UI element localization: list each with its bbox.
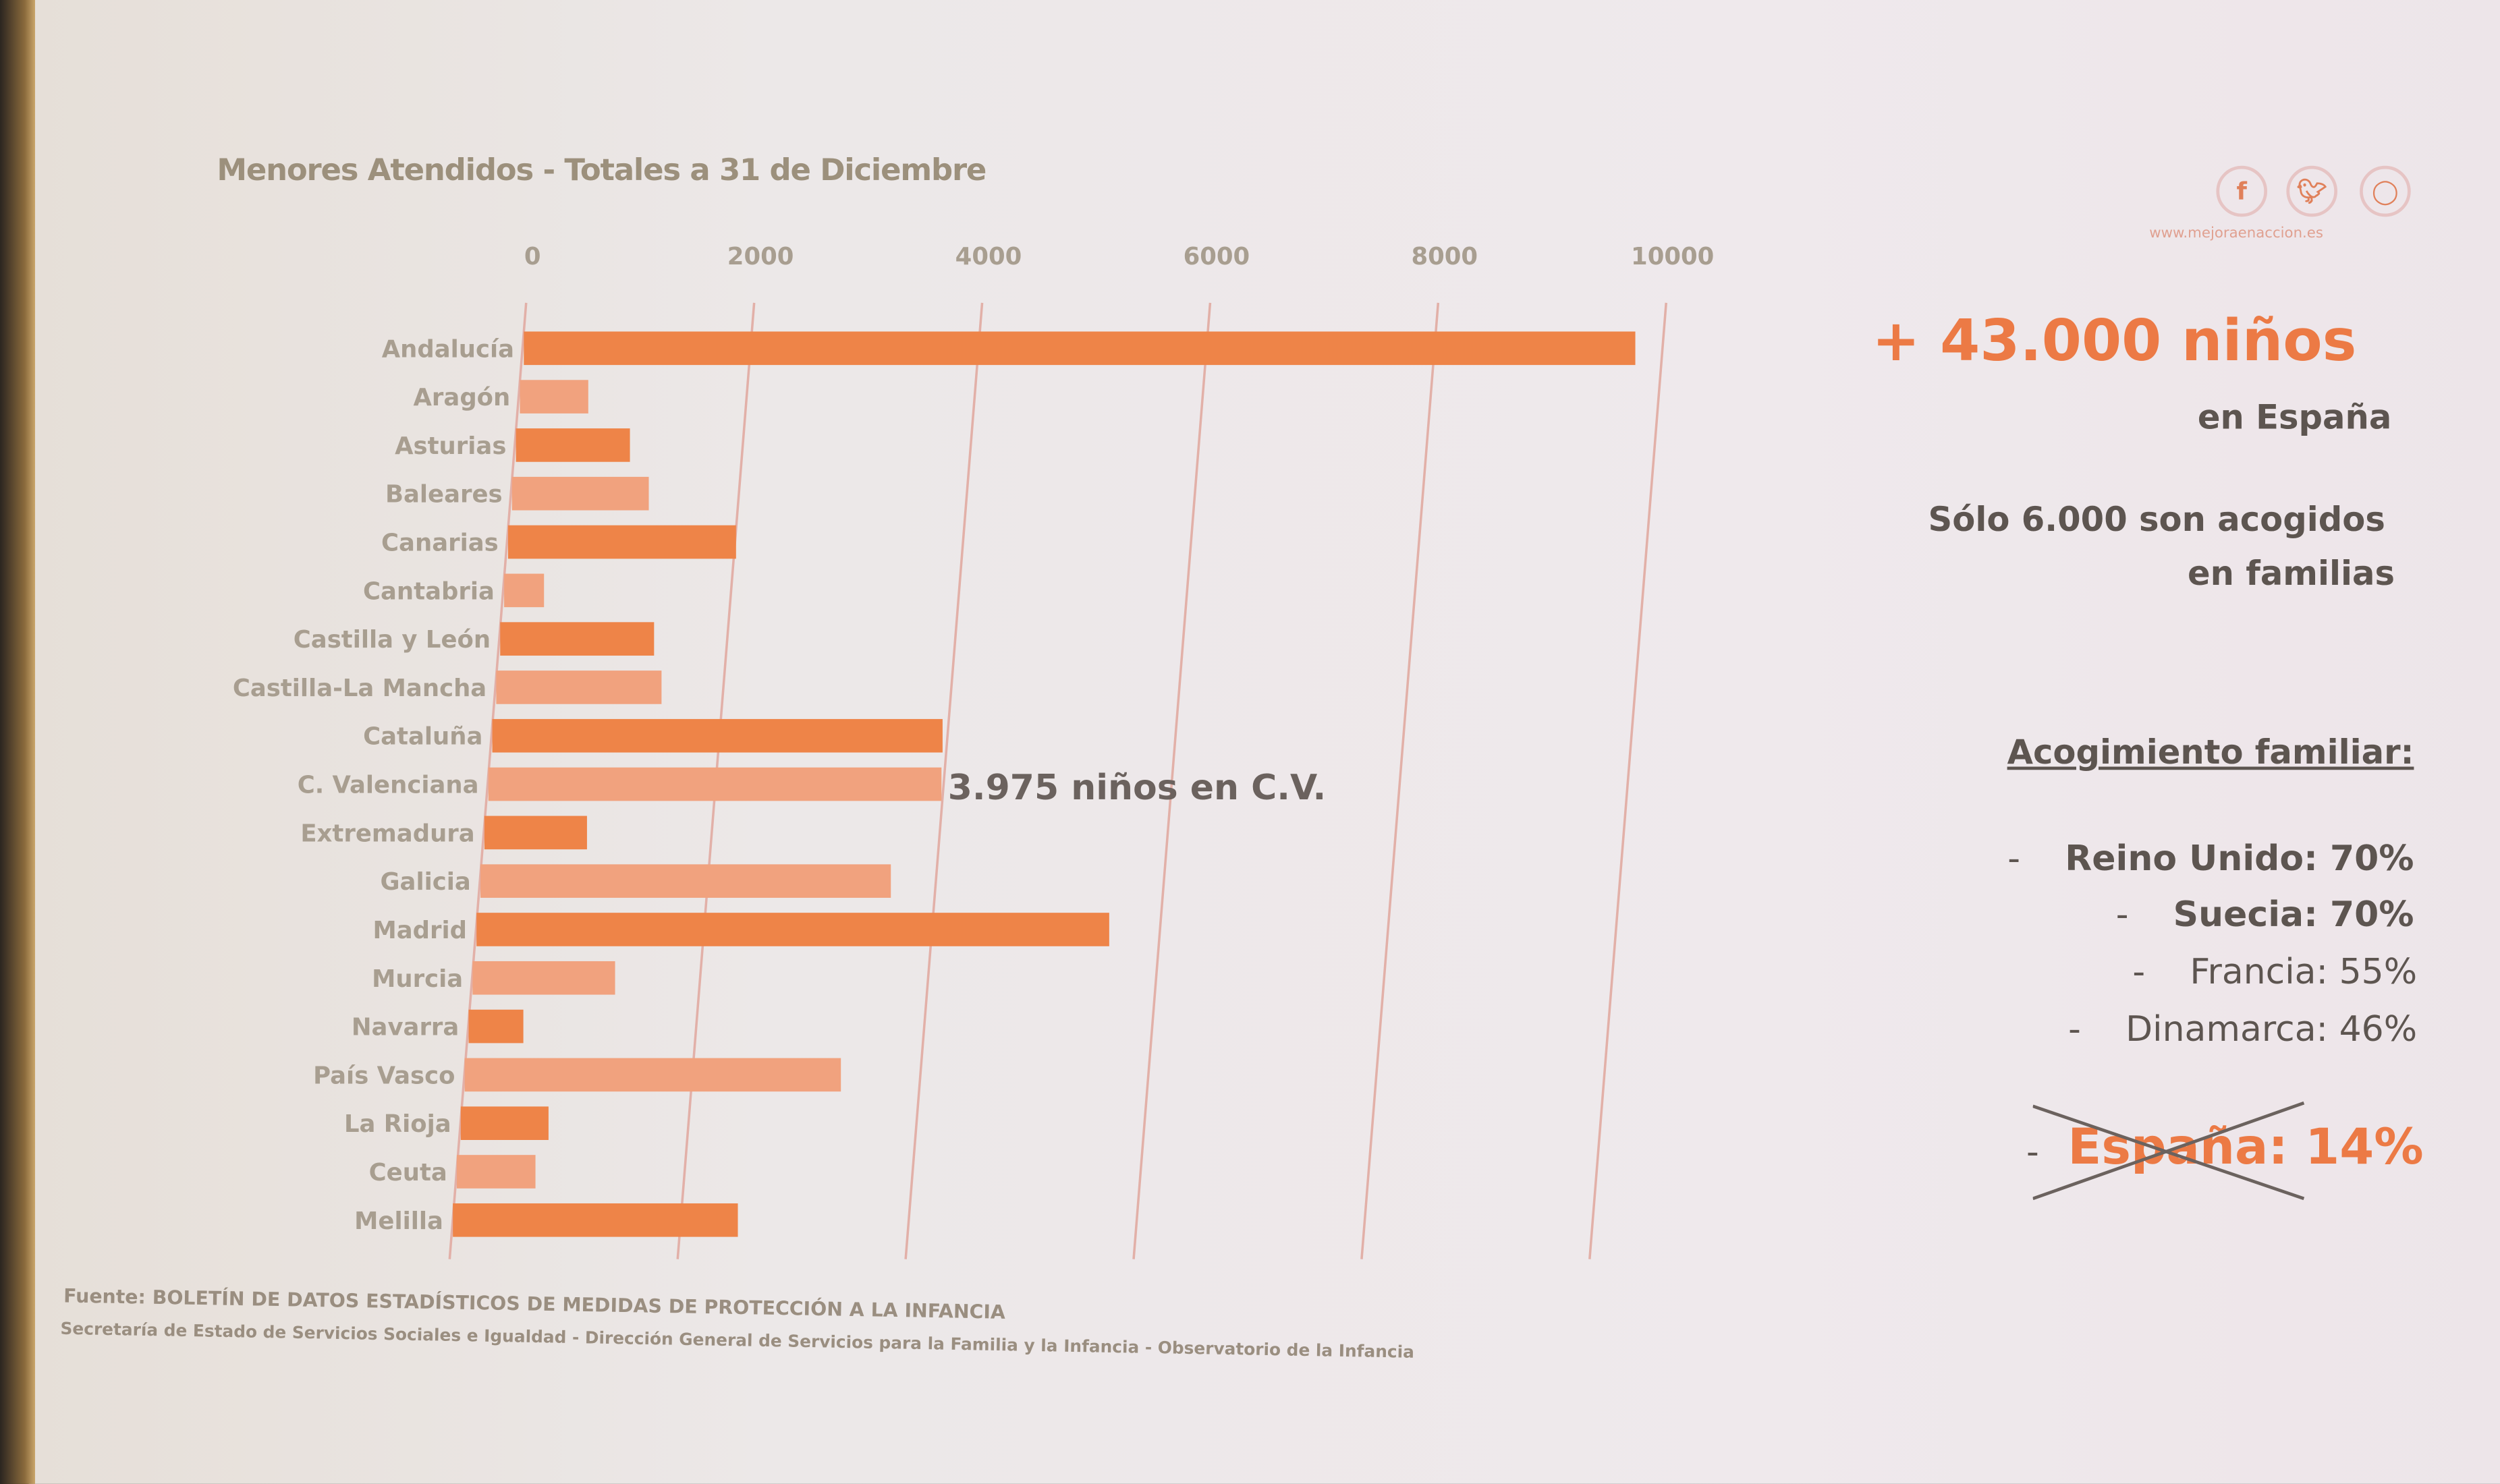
- bar-asturias: [516, 428, 630, 462]
- x-tick-label: 6000: [1184, 243, 1250, 270]
- bar-la-rioja: [460, 1106, 549, 1140]
- bar-c-valenciana: [488, 767, 942, 801]
- category-label: País Vasco: [313, 1062, 455, 1089]
- bar-cantabria: [504, 573, 545, 608]
- x-tick-label: 8000: [1411, 243, 1478, 270]
- x-tick-label: 10000: [1631, 243, 1714, 270]
- bar-canarias: [507, 525, 736, 559]
- bar-navarra: [468, 1009, 524, 1044]
- gridline: [1132, 302, 1212, 1259]
- chart-title: Menores Atendidos - Totales a 31 de Dici…: [217, 152, 987, 188]
- category-label: Cantabria: [363, 577, 495, 605]
- bar-murcia: [472, 961, 615, 995]
- category-label: Baleares: [385, 481, 503, 509]
- facebook-icon[interactable]: f: [2216, 165, 2268, 217]
- item-francia: - Francia: 55%: [2132, 953, 2418, 994]
- item-espana: - España: 14%: [2026, 1101, 2424, 1201]
- title-main: Menores Atendidos: [217, 152, 534, 188]
- category-label: Madrid: [372, 917, 467, 944]
- screen-edge: [0, 0, 35, 1484]
- source-line2: Secretaría de Estado de Servicios Social…: [60, 1319, 1415, 1363]
- item-dinamarca: - Dinamarca: 46%: [2068, 1010, 2418, 1051]
- category-label: Cataluña: [363, 723, 482, 751]
- category-label: Aragón: [414, 384, 511, 411]
- bar-chart: 0 2000 4000 6000 8000 10000 Andalucía Aragón Ast…: [233, 243, 1714, 1259]
- x-tick-label: 4000: [955, 243, 1022, 270]
- instagram-icon[interactable]: ◯: [2360, 165, 2411, 217]
- x-tick-label: 0: [524, 243, 541, 270]
- bar-ceuta: [456, 1155, 536, 1189]
- bar-galicia: [480, 864, 891, 898]
- bar-arag-n: [520, 380, 588, 413]
- category-label: C. Valenciana: [298, 772, 479, 799]
- category-label: Canarias: [381, 530, 499, 557]
- item-suecia: - Suecia: 70%: [2115, 895, 2414, 936]
- families-line2: en familias: [2187, 554, 2395, 593]
- category-label: Andalucía: [382, 335, 514, 363]
- families-line1: Sólo 6.000 son acogidos: [1928, 500, 2385, 539]
- bar-melilla: [453, 1203, 738, 1237]
- espana-crossed: España: [2032, 1101, 2304, 1201]
- headline-sub: en España: [2197, 398, 2392, 437]
- gridline: [1360, 302, 1440, 1259]
- bar-castilla-y-le-n: [500, 622, 655, 656]
- gridline: [1588, 302, 1667, 1259]
- bar-madrid: [476, 913, 1109, 946]
- slide: Menores Atendidos - Totales a 31 de Dici…: [28, 0, 2500, 1484]
- category-label: La Rioja: [344, 1110, 451, 1138]
- category-label: Galicia: [380, 868, 470, 896]
- item-reino-unido: - Reino Unido: 70%: [2007, 840, 2414, 880]
- bar-pa-s-vasco: [464, 1058, 841, 1092]
- category-label: Navarra: [352, 1014, 459, 1041]
- website-url: www.mejoraenaccion.es: [2149, 226, 2324, 243]
- category-label: Castilla-La Mancha: [233, 675, 487, 702]
- gridline: [904, 302, 984, 1259]
- cross-out-mark: [2032, 1101, 2304, 1201]
- bar-baleares: [511, 476, 649, 511]
- bar-extremadura: [484, 816, 587, 850]
- x-tick-label: 2000: [727, 243, 794, 270]
- bar-castilla-la-mancha: [496, 670, 662, 704]
- gridline: [448, 302, 528, 1259]
- bar-catalu-a: [492, 718, 943, 753]
- acogimiento-heading: Acogimiento familiar:: [2007, 733, 2414, 772]
- twitter-icon[interactable]: 🐦︎: [2286, 165, 2338, 217]
- category-label: Ceuta: [369, 1159, 447, 1187]
- headline: + 43.000 niños: [1872, 309, 2357, 375]
- annotation-label: 3.975 niños en C.V.: [948, 768, 1327, 808]
- category-label: Castilla y León: [294, 626, 491, 654]
- category-label: Extremadura: [300, 820, 474, 847]
- category-label: Melilla: [354, 1207, 443, 1235]
- title-sub: - Totales a 31 de Diciembre: [543, 152, 987, 188]
- bar-andaluc-a: [524, 331, 1636, 366]
- category-label: Asturias: [395, 432, 506, 460]
- category-label: Murcia: [372, 965, 463, 993]
